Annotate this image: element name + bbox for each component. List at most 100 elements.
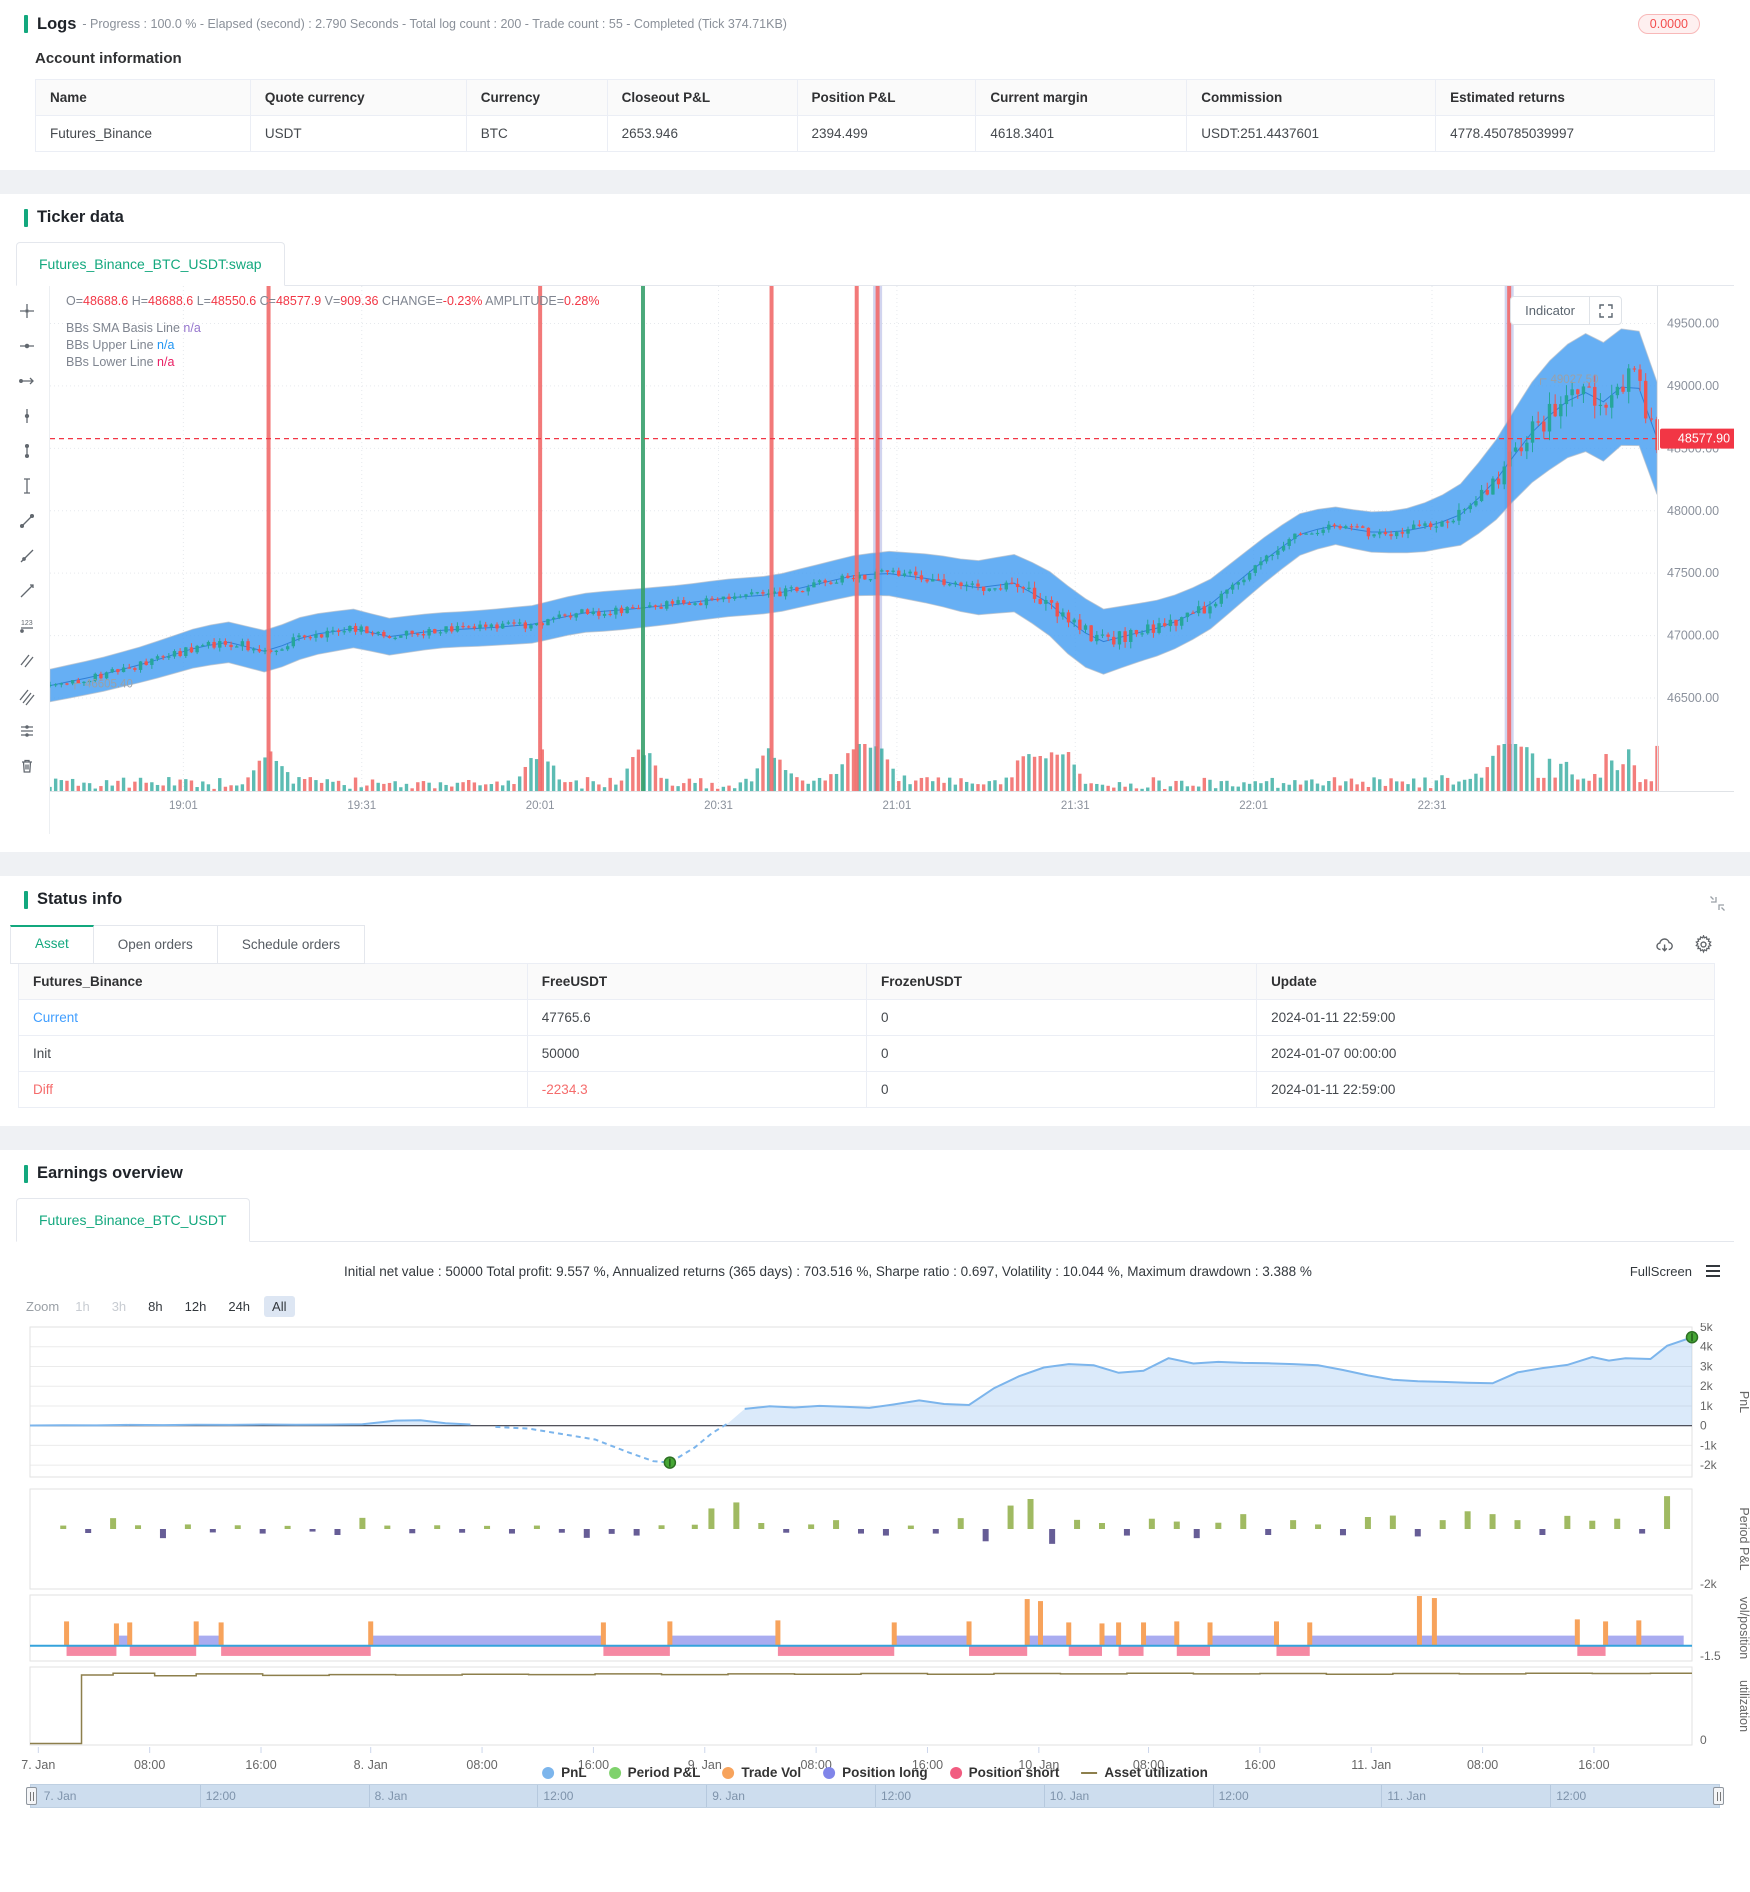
fullscreen-button[interactable]: FullScreen xyxy=(1629,1263,1692,1279)
svg-text:22:31: 22:31 xyxy=(1418,800,1447,812)
ticker-section: Ticker data Futures_Binance_BTC_USDT:swa… xyxy=(0,194,1750,852)
logs-progress-line: - Progress : 100.0 % - Elapsed (second) … xyxy=(82,17,787,31)
status-tab-asset[interactable]: Asset xyxy=(10,925,94,964)
svg-text:47000.00: 47000.00 xyxy=(1667,629,1719,643)
svg-text:16:00: 16:00 xyxy=(1578,1758,1609,1772)
account-col-header: Position P&L xyxy=(796,79,977,116)
svg-text:46605.40: 46605.40 xyxy=(85,679,133,691)
legend-item-trade-vol[interactable]: Trade Vol xyxy=(722,1765,801,1780)
indicator-button[interactable]: Indicator xyxy=(1525,303,1575,318)
account-col-header: Closeout P&L xyxy=(606,79,798,116)
svg-text:21:01: 21:01 xyxy=(882,800,911,812)
ticker-chart-canvas[interactable]: 49027.5046605.4049500.0049000.0048500.00… xyxy=(50,286,1734,834)
svg-text:vol/position: vol/position xyxy=(1737,1597,1750,1660)
svg-text:49500.00: 49500.00 xyxy=(1667,316,1719,330)
zoom-button-all[interactable]: All xyxy=(264,1296,295,1317)
svg-text:19:01: 19:01 xyxy=(169,800,198,812)
svg-text:08:00: 08:00 xyxy=(466,1758,497,1772)
legend-item-pnl[interactable]: PnL xyxy=(542,1765,587,1780)
navigator-label: 12:00 xyxy=(881,1789,912,1803)
legend-item-position-short[interactable]: Position short xyxy=(949,1765,1059,1780)
gear-icon[interactable] xyxy=(1692,934,1714,956)
zoom-button-3h: 3h xyxy=(111,1299,127,1314)
zoom-button-8h[interactable]: 8h xyxy=(148,1299,163,1314)
trend-arrow-icon[interactable] xyxy=(16,370,38,392)
logs-title: Logs xyxy=(37,14,77,33)
parallel-channel-icon[interactable] xyxy=(16,685,38,707)
cloud-download-icon[interactable] xyxy=(1654,934,1676,956)
navigator-label: 9. Jan xyxy=(712,1789,745,1803)
status-col-header: Update xyxy=(1256,963,1715,1000)
price-range-icon[interactable] xyxy=(16,440,38,462)
legend-item-asset-utilization[interactable]: Asset utilization xyxy=(1081,1765,1208,1780)
vertical-line-icon[interactable] xyxy=(16,405,38,427)
svg-text:10. Jan: 10. Jan xyxy=(1018,1758,1059,1772)
svg-text:22:01: 22:01 xyxy=(1239,800,1268,812)
trend-line-icon[interactable] xyxy=(16,510,38,532)
table-row: Diff -2234.3 0 2024-01-11 22:59:00 xyxy=(18,1071,1715,1108)
numeric-label-icon[interactable]: 123 xyxy=(16,615,38,637)
zoom-button-24h[interactable]: 24h xyxy=(228,1299,251,1314)
navigator-label: 8. Jan xyxy=(374,1789,408,1803)
navigator-label: 12:00 xyxy=(543,1789,574,1803)
legend-item-period-p-l[interactable]: Period P&L xyxy=(608,1765,700,1780)
expand-icon[interactable] xyxy=(1589,297,1621,324)
cursor-dot-icon[interactable] xyxy=(16,335,38,357)
bb-legend-item: BBs Upper Line n/a xyxy=(66,338,175,352)
tab-futures-binance-btc-usdt[interactable]: Futures_Binance_BTC_USDT xyxy=(16,1198,250,1242)
account-information-title: Account information xyxy=(35,50,182,67)
svg-text:47500.00: 47500.00 xyxy=(1667,566,1719,580)
svg-text:2k: 2k xyxy=(1700,1379,1714,1393)
navigator-left-handle[interactable] xyxy=(26,1787,37,1805)
section-divider xyxy=(0,1126,1750,1150)
svg-text:-2k: -2k xyxy=(1700,1458,1718,1472)
status-tab-open-orders[interactable]: Open orders xyxy=(93,925,218,964)
svg-text:-1k: -1k xyxy=(1700,1438,1718,1452)
svg-text:21:31: 21:31 xyxy=(1061,800,1090,812)
bollinger-legend: BBs SMA Basis Line n/a BBs Upper Line n/a… xyxy=(66,320,599,371)
svg-text:0: 0 xyxy=(1700,1419,1707,1433)
status-section: Status info Asset Open orders Schedule ord… xyxy=(0,876,1750,1126)
logs-value-badge: 0.0000 xyxy=(1637,14,1700,34)
status-tab-schedule-orders[interactable]: Schedule orders xyxy=(217,925,366,964)
svg-text:16:00: 16:00 xyxy=(578,1758,609,1772)
svg-text:16:00: 16:00 xyxy=(245,1758,276,1772)
account-col-header: Current margin xyxy=(975,79,1188,116)
info-line-icon[interactable] xyxy=(16,545,38,567)
date-range-icon[interactable] xyxy=(16,475,38,497)
zoom-label: Zoom xyxy=(26,1299,60,1314)
svg-text:123: 123 xyxy=(21,620,33,627)
svg-text:08:00: 08:00 xyxy=(1133,1758,1164,1772)
indicator-button-group: Indicator xyxy=(1510,296,1622,325)
zoom-range-buttons: Zoom 1h 3h 8h 12h 24h All xyxy=(0,1296,1750,1317)
navigator-right-handle[interactable] xyxy=(1713,1787,1724,1805)
ray-line-icon[interactable] xyxy=(16,580,38,602)
section-divider xyxy=(0,170,1750,194)
earnings-chart-canvas[interactable]: 5k 4k 3k 2k 1k 0 -1k -2k PnL -2k Period P&L -1.5 vol… xyxy=(0,1320,1750,1775)
zoom-button-12h[interactable]: 12h xyxy=(184,1299,207,1314)
status-title: Status info xyxy=(37,890,123,908)
ticker-title: Ticker data xyxy=(37,208,124,226)
chart-menu-icon[interactable] xyxy=(1702,1260,1724,1282)
svg-text:PnL: PnL xyxy=(1737,1391,1750,1413)
svg-text:-1.5: -1.5 xyxy=(1700,1649,1721,1663)
legend-item-position-long[interactable]: Position long xyxy=(823,1765,928,1780)
section-accent-bar xyxy=(24,1164,28,1183)
svg-text:49027.50: 49027.50 xyxy=(1551,374,1599,386)
tab-futures-binance-btc-usdt-swap[interactable]: Futures_Binance_BTC_USDT:swap xyxy=(16,242,285,286)
navigator-label: 12:00 xyxy=(205,1789,236,1803)
parallel-lines-icon[interactable] xyxy=(16,650,38,672)
chart-legend: PnL Period P&L Trade Vol Position long Posit… xyxy=(542,1765,1208,1780)
collapse-icon[interactable] xyxy=(1706,892,1728,914)
status-col-header: FrozenUSDT xyxy=(865,963,1258,1000)
status-col-header: FreeUSDT xyxy=(526,963,867,1000)
bb-legend-item: BBs SMA Basis Line n/a xyxy=(66,321,201,335)
cursor-crosshair-icon[interactable] xyxy=(16,300,38,322)
svg-text:08:00: 08:00 xyxy=(1467,1758,1498,1772)
delete-drawing-icon[interactable] xyxy=(16,755,38,777)
svg-text:16:00: 16:00 xyxy=(1244,1758,1275,1772)
chart-navigator[interactable]: 7. Jan 12:00 8. Jan 12:00 9. Jan 12:00 10. Jan… xyxy=(26,1784,1724,1808)
navigator-label: 7. Jan xyxy=(43,1789,77,1803)
flat-channel-icon[interactable] xyxy=(16,720,38,742)
svg-text:11. Jan: 11. Jan xyxy=(1351,1758,1391,1772)
